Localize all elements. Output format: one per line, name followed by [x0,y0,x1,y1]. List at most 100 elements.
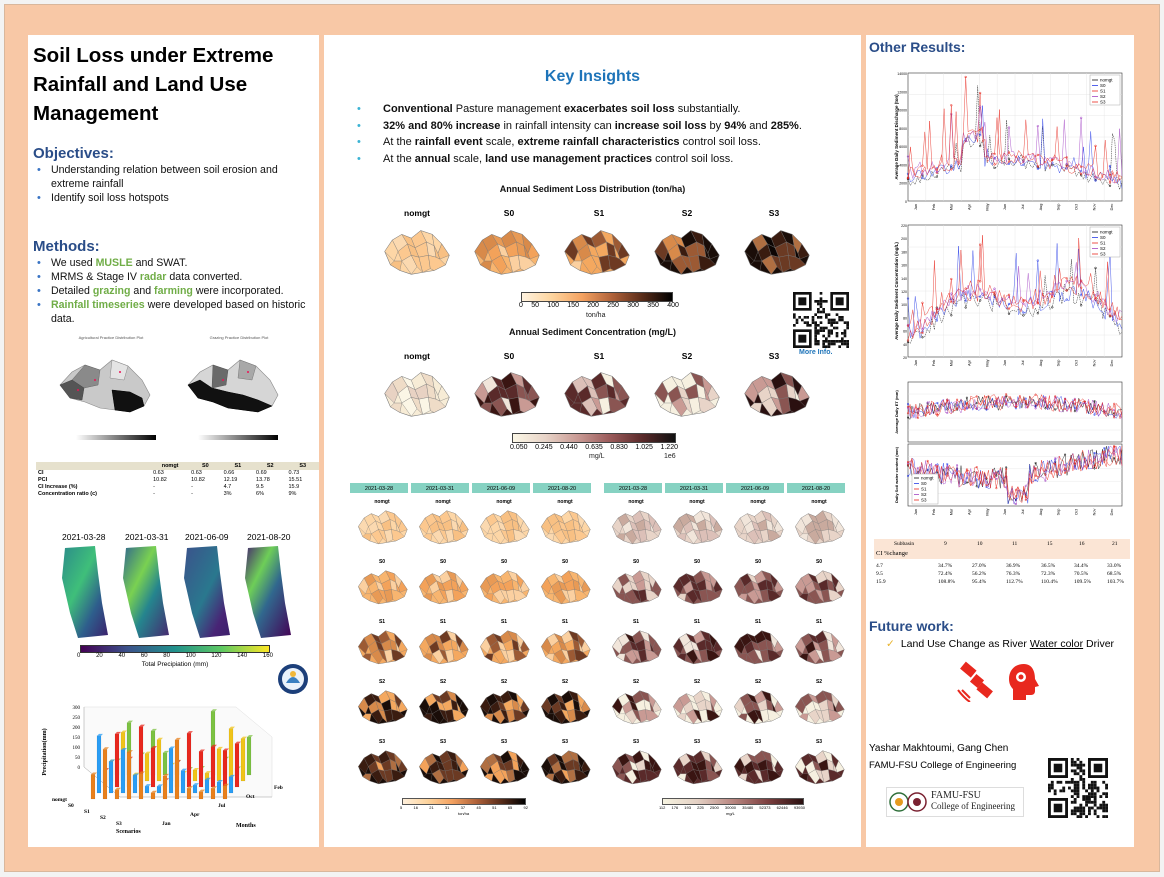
series-point [1065,289,1068,292]
insight-item: At the rainfall event scale, extreme rai… [357,134,847,151]
scenario-label: nomgt [557,499,573,505]
bar-top [109,759,115,762]
bar [204,779,210,794]
x-tick: Jan [914,360,918,366]
x-tick: Mar [950,508,954,515]
precipitation-3d-bar-chart: 300 250 200 150 100 50 0 Precipitation(mm) nom… [41,706,283,835]
scenario-label: S0 [633,559,639,565]
series-point [935,170,939,174]
method-item: Detailed grazing and farming were incorp… [33,284,315,298]
scenario-tick: S0 [68,803,74,809]
map-label: S0 [503,208,515,218]
bar [144,786,150,794]
bar-top [229,726,235,729]
bar-top [199,789,205,792]
series-point [1054,470,1057,473]
insight-item: Conventional Pasture management exacerba… [357,101,847,118]
z-tick: 50 [75,756,81,761]
checkmark-icon: ✓ [886,638,895,650]
table-cell: 76.3% [1006,571,1021,577]
loss-ticks: 0 50 100 150 200 250 300 350 400 [519,302,679,309]
series-point [964,306,967,309]
bar [126,751,132,800]
map-label: nomgt [404,351,430,361]
qr-code-icon[interactable] [793,292,849,348]
scenario-tick: S1 [84,809,90,815]
map-label: S0 [503,351,515,361]
date-header [726,483,784,493]
series-point [1007,151,1011,154]
series-line [907,85,1123,191]
series-point [1051,158,1054,162]
series-point [1034,393,1037,396]
map-label: S3 [768,351,780,361]
more-info-link[interactable]: More Info. [799,349,833,356]
bar-top [121,730,127,733]
series-point [978,128,982,131]
legend-entry: nomgt [921,476,934,481]
scenario-label: S1 [633,619,639,625]
x-tick: Aug [1039,360,1043,367]
bar [246,736,252,776]
bar-top [205,777,211,780]
date-header [665,483,723,493]
series-point [1034,402,1037,405]
series-point [956,472,959,475]
y-tick: 2000 [899,182,907,186]
bar [186,733,192,788]
table-cell: 9.5 [876,571,883,577]
series-point [964,292,967,296]
sediment-conc-maps [384,372,810,417]
x-tick: Feb [932,509,936,516]
series-point [978,299,982,302]
table-cell: 4.7 [876,563,883,569]
scenario-label: S2 [694,679,700,685]
other-results-heading: Other Results: [869,39,966,55]
date-label: 2021-03-28 [365,486,393,492]
date-header [604,483,662,493]
bar-top [151,746,157,749]
x-tick: Jan [914,204,918,210]
series-point [950,314,953,317]
map-label: S1 [593,351,605,361]
scenario-label: S3 [755,739,761,745]
map-label: nomgt [404,208,430,218]
z-tick: 250 [73,716,81,721]
table-cell: 36.9% [1006,563,1021,569]
bar [180,770,186,794]
scenario-label: S2 [755,679,761,685]
bar [234,743,240,788]
map-label: S1 [593,208,605,218]
series-point [1007,160,1011,163]
objective-item: Understanding relation between soil eros… [33,163,315,191]
bar-top [127,720,133,723]
scenario-tick: nomgt [52,797,67,803]
scenario-label: S0 [501,559,507,565]
bar-top [115,787,121,790]
loss-unit: ton/ha [586,312,606,319]
series-line [907,106,1123,184]
series-point [993,166,996,170]
x-tick: Nov [1092,509,1096,516]
table-cell: 34.7% [938,563,953,569]
bar-top [145,751,151,754]
scenario-label: S2 [379,679,385,685]
bar [216,748,222,782]
legend-entry: S2 [921,492,927,497]
y-tick: 10000 [897,109,907,113]
poster-canvas: Soil Loss under Extreme Rainfall and Lan… [4,4,1160,872]
series-point [993,287,996,290]
water-color-link[interactable]: Water color [1029,638,1084,650]
z-tick: 300 [73,706,81,711]
table-row: CI Increase (%) - -4.7 9.5 15.9 [38,484,300,490]
month-tick: Jan [162,821,171,827]
scenario-label: S0 [755,559,761,565]
bar-top [151,728,157,731]
scenario-label: nomgt [689,499,705,505]
scenario-label: S2 [816,679,822,685]
table-cell: 36.5% [1041,563,1056,569]
method-item: Rainfall timeseries were developed based… [33,298,315,326]
y-axis-label: Average Daily ET (mm) [894,390,899,434]
table-cell: 103.7% [1107,579,1124,585]
qr-code-icon[interactable] [1048,758,1108,818]
